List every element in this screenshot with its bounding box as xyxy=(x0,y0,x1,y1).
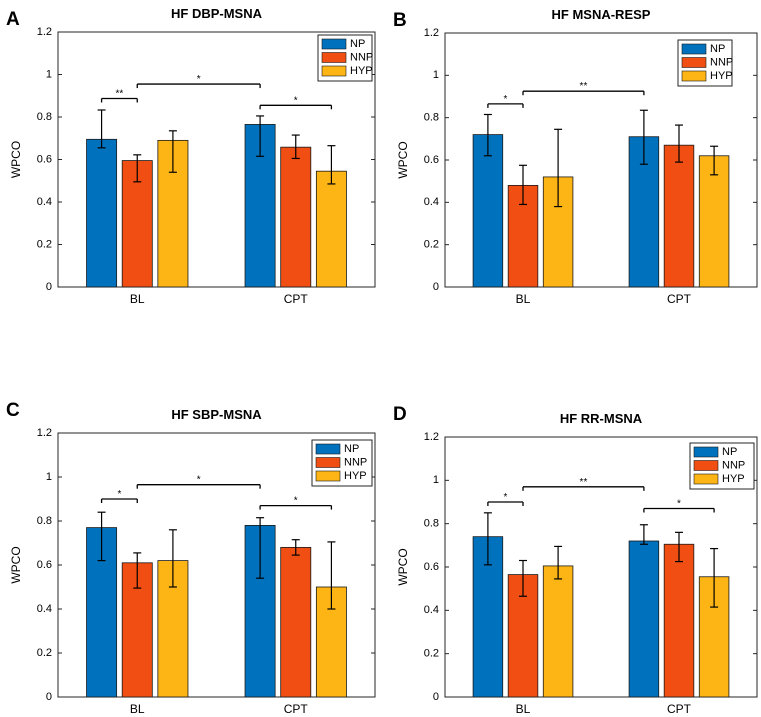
bar-nnp xyxy=(663,543,695,698)
significance-label: * xyxy=(117,489,121,500)
significance-label: * xyxy=(294,95,298,106)
chart-title: HF DBP-MSNA xyxy=(171,6,263,21)
significance-label: * xyxy=(503,94,507,105)
legend-label-np: NP xyxy=(344,443,359,455)
y-tick-label: 0.4 xyxy=(424,196,439,208)
bar-np xyxy=(472,134,504,288)
panel-label: A xyxy=(6,9,20,30)
significance-label: * xyxy=(503,492,507,503)
significance-label: * xyxy=(197,475,201,486)
y-tick-label: 1.2 xyxy=(37,427,52,439)
chart-title: HF SBP-MSNA xyxy=(171,407,262,422)
x-tick-label: BL xyxy=(516,702,531,716)
y-tick-label: 0.6 xyxy=(37,153,52,165)
significance-label: ** xyxy=(580,81,588,92)
legend-swatch-np xyxy=(681,43,707,55)
bar-hyp xyxy=(315,170,347,288)
bar-np xyxy=(628,540,660,698)
y-tick-label: 0.8 xyxy=(424,518,439,530)
y-tick-label: 0.2 xyxy=(424,648,439,660)
legend-label-hyp: HYP xyxy=(350,65,373,77)
y-tick-label: 1.2 xyxy=(37,26,52,38)
y-axis-label: WPCO xyxy=(396,141,410,178)
bar-hyp xyxy=(698,155,730,288)
x-tick-label: BL xyxy=(516,292,531,306)
y-tick-label: 1.2 xyxy=(424,431,439,443)
y-tick-label: 0.6 xyxy=(424,154,439,166)
legend-swatch-nnp xyxy=(321,52,347,63)
legend-label-np: NP xyxy=(710,43,725,55)
y-tick-label: 0.6 xyxy=(424,561,439,573)
bar-nnp xyxy=(280,146,312,288)
legend-swatch-nnp xyxy=(315,457,341,468)
significance-label: ** xyxy=(580,477,588,488)
y-tick-label: 1 xyxy=(433,474,439,486)
y-axis-label: WPCO xyxy=(396,548,410,585)
y-tick-label: 1 xyxy=(46,471,52,483)
y-tick-label: 0.2 xyxy=(37,238,52,250)
panel-label: D xyxy=(393,404,407,425)
legend-swatch-hyp xyxy=(681,70,707,82)
bar-np xyxy=(86,138,118,288)
legend-label-hyp: HYP xyxy=(722,473,745,485)
y-tick-label: 0.4 xyxy=(424,604,439,616)
y-tick-label: 0.6 xyxy=(37,559,52,571)
legend-swatch-nnp xyxy=(693,460,719,471)
y-tick-label: 1 xyxy=(433,69,439,81)
bar-nnp xyxy=(280,547,312,698)
y-tick-label: 1 xyxy=(46,68,52,80)
y-tick-label: 0.2 xyxy=(37,647,52,659)
y-axis-label: WPCO xyxy=(9,546,23,583)
bar-nnp xyxy=(663,144,695,288)
y-tick-label: 0.4 xyxy=(37,603,52,615)
legend-swatch-np xyxy=(315,443,341,455)
significance-label: * xyxy=(197,74,201,85)
y-axis-label: WPCO xyxy=(9,141,23,178)
chart-title: HF MSNA-RESP xyxy=(552,7,651,22)
significance-label: * xyxy=(677,499,681,510)
y-tick-label: 0 xyxy=(46,281,52,293)
legend-swatch-hyp xyxy=(693,473,719,485)
x-tick-label: CPT xyxy=(667,292,692,306)
y-tick-label: 0.8 xyxy=(37,111,52,123)
x-tick-label: BL xyxy=(130,292,145,306)
chart-panel-b: B HF MSNA-RESP 0 0.2 0.4 0.6 0.8 1 1.2 WPCO BL CPT *… xyxy=(393,7,758,306)
legend-label-nnp: NNP xyxy=(722,459,745,471)
y-tick-label: 0 xyxy=(46,691,52,703)
legend-swatch-np xyxy=(321,38,347,50)
y-tick-label: 0.8 xyxy=(37,515,52,527)
legend-label-nnp: NNP xyxy=(710,56,733,68)
x-tick-label: BL xyxy=(130,702,145,716)
y-tick-label: 0 xyxy=(433,281,439,293)
bar-hyp xyxy=(542,565,574,698)
y-tick-label: 0.4 xyxy=(37,196,52,208)
x-tick-label: CPT xyxy=(284,292,309,306)
significance-label: ** xyxy=(116,89,124,100)
legend-swatch-np xyxy=(693,446,719,458)
chart-title: HF RR-MSNA xyxy=(560,411,643,426)
y-tick-label: 0.8 xyxy=(424,112,439,124)
legend-label-hyp: HYP xyxy=(710,70,733,82)
panel-label: B xyxy=(393,10,407,31)
legend-swatch-hyp xyxy=(321,65,347,77)
bar-np xyxy=(86,527,118,698)
y-tick-label: 0 xyxy=(433,691,439,703)
legend-swatch-hyp xyxy=(315,470,341,482)
significance-label: * xyxy=(294,496,298,507)
legend-swatch-nnp xyxy=(681,57,707,68)
legend-label-hyp: HYP xyxy=(344,470,367,482)
legend-label-np: NP xyxy=(350,38,365,50)
legend-label-np: NP xyxy=(722,446,737,458)
y-tick-label: 0.2 xyxy=(424,239,439,251)
chart-panel-c: C HF SBP-MSNA 0 0.2 0.4 0.6 0.8 1 1.2 WPCO BL CPT * *… xyxy=(6,400,376,716)
x-tick-label: CPT xyxy=(284,702,309,716)
y-tick-label: 1.2 xyxy=(424,27,439,39)
legend-label-nnp: NNP xyxy=(344,456,367,468)
x-tick-label: CPT xyxy=(667,702,692,716)
panel-label: C xyxy=(6,400,20,421)
legend-label-nnp: NNP xyxy=(350,51,373,63)
